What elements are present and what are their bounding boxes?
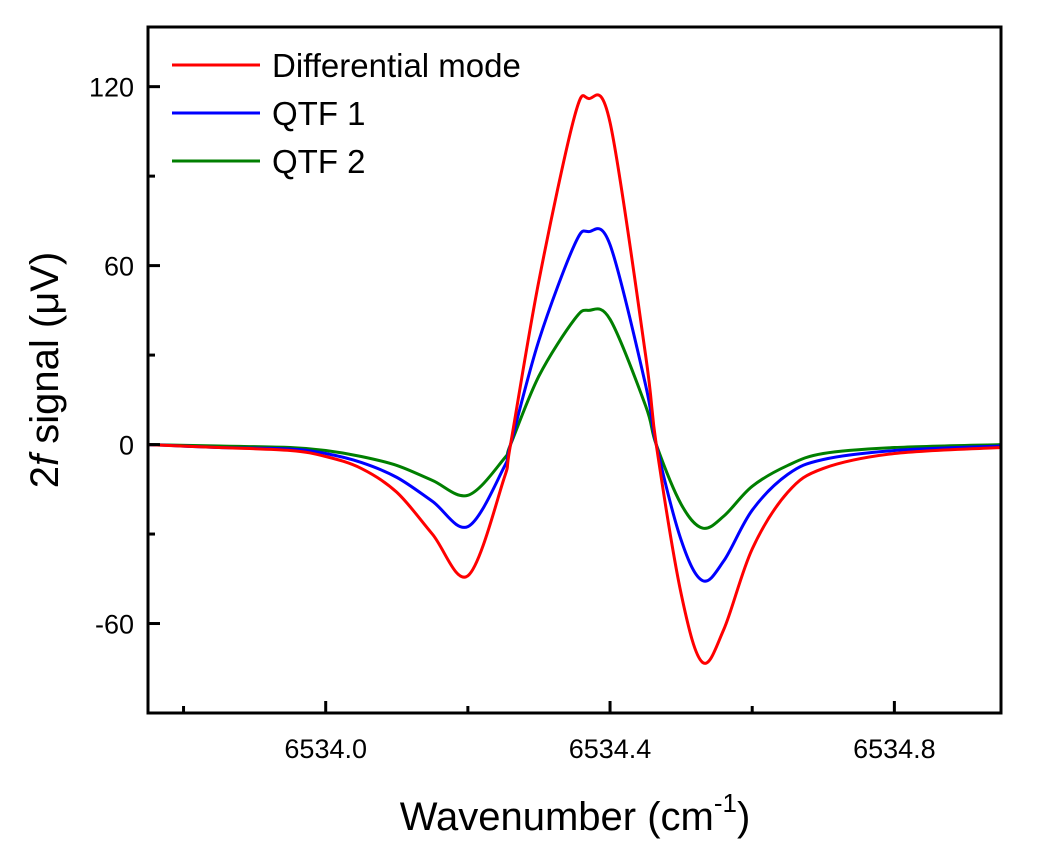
- x-axis-title: Wavenumber (cm-1): [400, 788, 751, 839]
- y-tick-label: 120: [89, 73, 134, 103]
- y-axis-title: 2f signal (μV): [23, 252, 67, 488]
- series-line-qtf-2: [147, 307, 1002, 530]
- y-tick-label: -60: [95, 610, 134, 640]
- y-tick-label: 0: [119, 431, 134, 461]
- legend-label: QTF 2: [272, 143, 366, 180]
- y-tick-label: 60: [104, 252, 134, 282]
- series-layer: [147, 93, 1002, 665]
- x-tick-label: 6534.4: [569, 734, 652, 764]
- series-line-qtf-1: [147, 227, 1002, 583]
- legend-label: QTF 1: [272, 95, 366, 132]
- ticks-layer: 6534.0 6534.4 6534.8 -60 0 60 120: [89, 73, 936, 764]
- plot-frame: [146, 25, 1003, 715]
- x-tick-label: 6534.0: [284, 734, 367, 764]
- x-tick-label: 6534.8: [853, 734, 936, 764]
- series-line-differential-mode: [147, 93, 1002, 665]
- legend-label: Differential mode: [272, 47, 521, 84]
- legend: Differential mode QTF 1 QTF 2: [172, 47, 521, 180]
